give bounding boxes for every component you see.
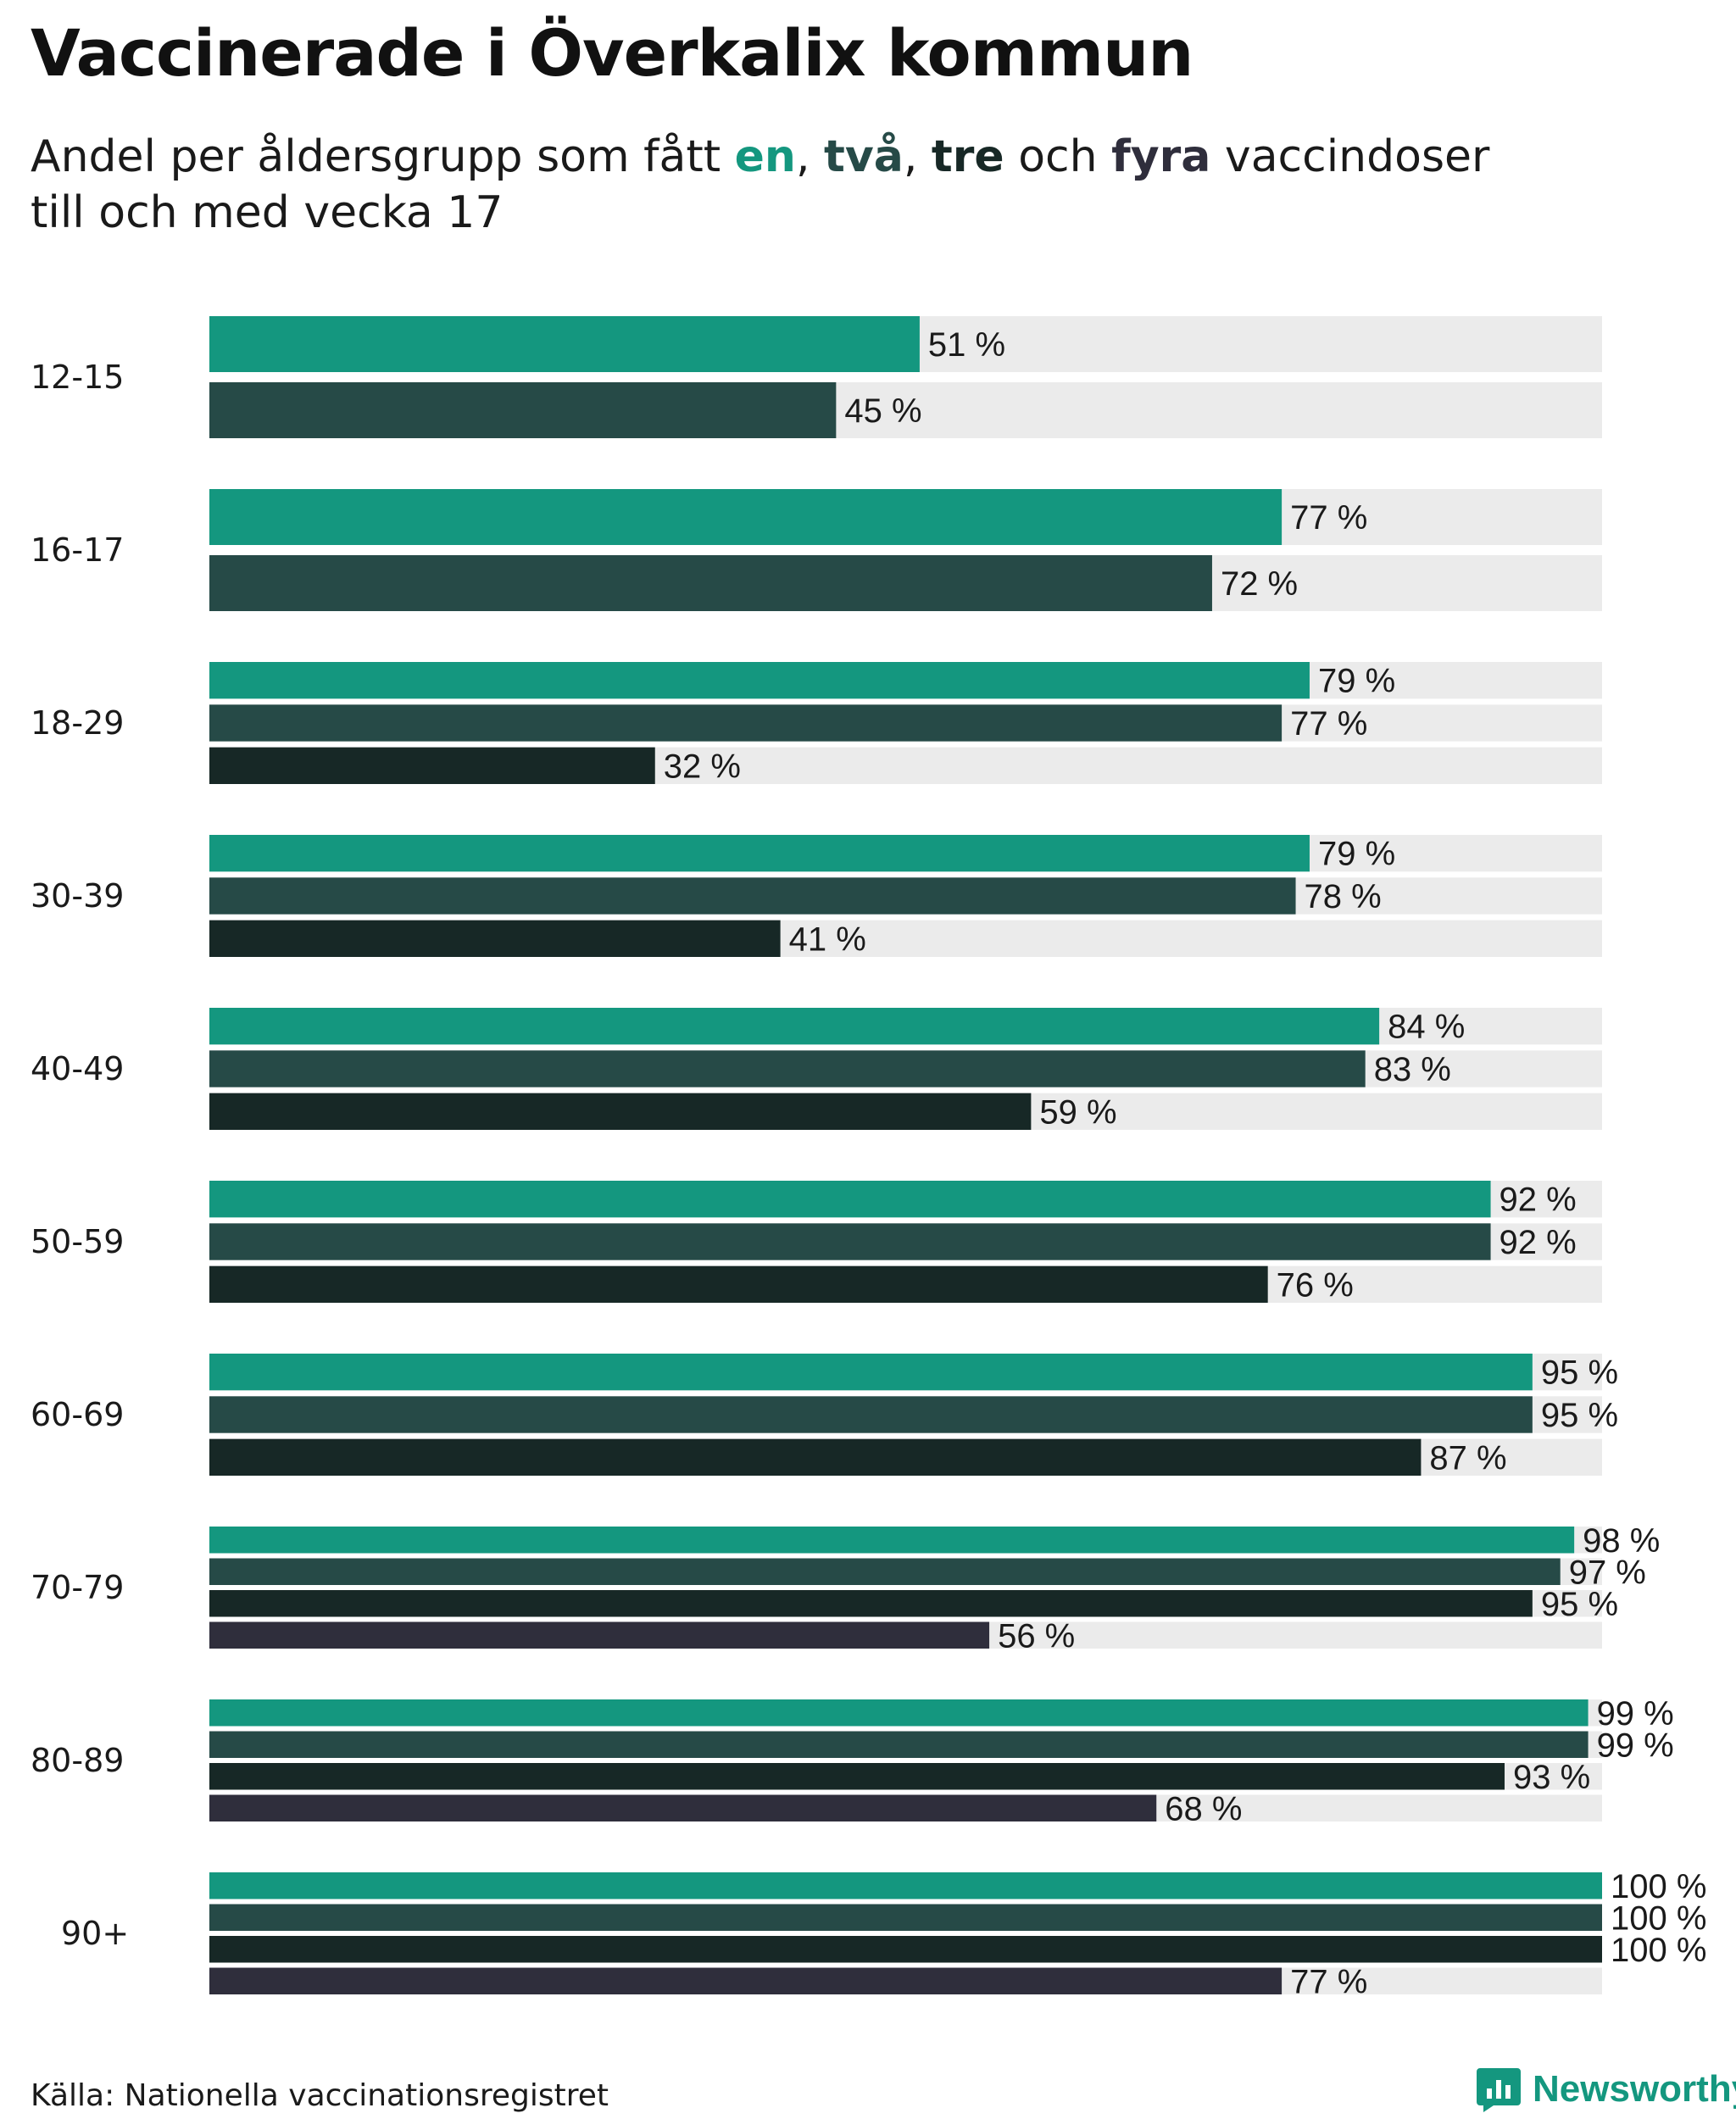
bar-tva-90+ [209, 1904, 1602, 1931]
data-label: 78 % [1305, 878, 1382, 915]
newsworthy-logo-icon [1477, 2068, 1521, 2112]
subtitle-conjunction: och [1004, 131, 1112, 182]
data-label: 84 % [1388, 1009, 1465, 1046]
subtitle-dose-one: en [734, 131, 796, 182]
bar-fyra-70-79 [209, 1621, 990, 1649]
data-label: 100 % [1611, 1868, 1706, 1905]
bar-tre-50-59 [209, 1265, 1268, 1303]
data-label: 95 % [1541, 1354, 1618, 1392]
bar-fyra-90+ [209, 1967, 1283, 1994]
bar-tva-40-49 [209, 1050, 1366, 1087]
bar-tre-40-49 [209, 1093, 1032, 1130]
bar-chart: 12-15 51 %45 % 16-17 77 % 72 % 18-29 79 % 77 % 3… [31, 316, 1706, 2001]
bar-en-40-49 [209, 1008, 1380, 1045]
bar-en-90+ [209, 1872, 1602, 1899]
data-label: 79 % [1318, 663, 1395, 700]
subtitle-dose-two: två [824, 131, 904, 182]
bar-en-70-79 [209, 1527, 1575, 1554]
bar-group-18-29: 18-29 79 % 77 % 32 % [31, 662, 1602, 785]
bar-en-50-59 [209, 1181, 1491, 1218]
bar-en-80-89 [209, 1699, 1589, 1727]
bar-fyra-80-89 [209, 1794, 1157, 1821]
bar-en-30-39 [209, 835, 1310, 872]
bar-group-40-49: 40-49 84 % 83 % 59 % [31, 1008, 1602, 1131]
data-label: 87 % [1429, 1439, 1506, 1477]
chart-subtitle: Andel per åldersgrupp som fått en, två, … [31, 129, 1641, 241]
data-label: 95 % [1541, 1586, 1618, 1623]
category-label: 12-15 [31, 359, 124, 396]
bar-tva-60-69 [209, 1396, 1533, 1433]
category-label: 50-59 [31, 1223, 124, 1260]
bar-en-18-29 [209, 662, 1310, 699]
subtitle-dose-three: tre [931, 131, 1004, 182]
subtitle-line-2: till och med vecka 17 [31, 187, 504, 238]
bar-tre-80-89 [209, 1763, 1505, 1790]
bar-group-80-89: 80-89 99 %99 %93 % 68 % [31, 1695, 1674, 1828]
data-label: 72 % [1221, 565, 1298, 603]
data-label: 77 % [1290, 705, 1367, 742]
bar-en-16-17 [209, 489, 1283, 545]
subtitle-dose-four: fyra [1111, 131, 1211, 182]
data-label: 76 % [1277, 1266, 1354, 1304]
bar-tva-70-79 [209, 1558, 1561, 1585]
subtitle-suffix: vaccindoser [1210, 131, 1490, 182]
data-label: 95 % [1541, 1397, 1618, 1434]
category-label: 40-49 [31, 1050, 124, 1087]
bar-tre-90+ [209, 1936, 1602, 1963]
data-label: 97 % [1569, 1554, 1646, 1591]
data-label: 41 % [789, 920, 866, 958]
category-label: 18-29 [31, 704, 124, 742]
bar-tva-18-29 [209, 704, 1283, 742]
bar-tva-80-89 [209, 1731, 1589, 1758]
data-label: 92 % [1500, 1224, 1577, 1261]
subtitle-separator: , [903, 131, 932, 182]
bar-tva-16-17 [209, 555, 1212, 611]
bar-tva-50-59 [209, 1223, 1491, 1260]
bar-tre-30-39 [209, 920, 781, 957]
data-label: 68 % [1165, 1790, 1242, 1827]
brand-name: Newsworthy [1533, 2068, 1736, 2110]
source-note: Källa: Nationella vaccinationsregistret [31, 2078, 609, 2113]
data-label: 93 % [1513, 1759, 1590, 1796]
data-label: 77 % [1290, 499, 1367, 537]
bar-group-60-69: 60-69 95 % 95 % 87 % [31, 1354, 1618, 1477]
bar-tva-12-15 [209, 382, 837, 438]
data-label: 51 % [928, 326, 1005, 364]
category-label: 30-39 [31, 877, 124, 915]
data-label: 59 % [1039, 1093, 1116, 1131]
bar-en-60-69 [209, 1354, 1533, 1391]
data-label: 98 % [1583, 1522, 1660, 1560]
data-label: 32 % [664, 748, 741, 785]
bar-group-50-59: 50-59 92 % 92 % 76 % [31, 1181, 1602, 1304]
bar-tre-60-69 [209, 1438, 1422, 1476]
data-label: 77 % [1290, 1963, 1367, 2000]
data-label: 99 % [1597, 1727, 1674, 1764]
category-label: 16-17 [31, 531, 124, 569]
data-label: 99 % [1597, 1695, 1674, 1732]
data-label: 56 % [998, 1617, 1075, 1655]
data-label: 100 % [1611, 1899, 1706, 1937]
category-label: 80-89 [31, 1742, 124, 1779]
category-label: 70-79 [31, 1569, 124, 1606]
bar-group-16-17: 16-17 77 % 72 % [31, 489, 1602, 611]
bar-group-70-79: 70-79 98 %97 %95 % 56 % [31, 1522, 1660, 1655]
data-label: 92 % [1500, 1182, 1577, 1219]
subtitle-separator: , [795, 131, 825, 182]
bar-group-12-15: 12-15 51 %45 % [31, 316, 1602, 438]
brand-logo: Newsworthy [1477, 2066, 1736, 2112]
data-label: 83 % [1374, 1051, 1451, 1088]
data-label: 100 % [1611, 1932, 1706, 1969]
category-label: 60-69 [31, 1396, 124, 1433]
bar-group-90+: 90+100 %100 %100 %77 % [61, 1868, 1706, 2001]
bar-tre-18-29 [209, 747, 655, 784]
category-label: 90+ [61, 1915, 129, 1952]
bar-tva-30-39 [209, 877, 1296, 915]
bar-tre-70-79 [209, 1590, 1533, 1617]
data-label: 79 % [1318, 836, 1395, 873]
chart-title: Vaccinerade i Överkalix kommun [31, 15, 1194, 91]
bar-group-30-39: 30-39 79 % 78 % 41 % [31, 835, 1602, 958]
data-label: 45 % [844, 392, 921, 430]
subtitle-prefix: Andel per åldersgrupp som fått [31, 131, 735, 182]
bar-en-12-15 [209, 316, 920, 372]
